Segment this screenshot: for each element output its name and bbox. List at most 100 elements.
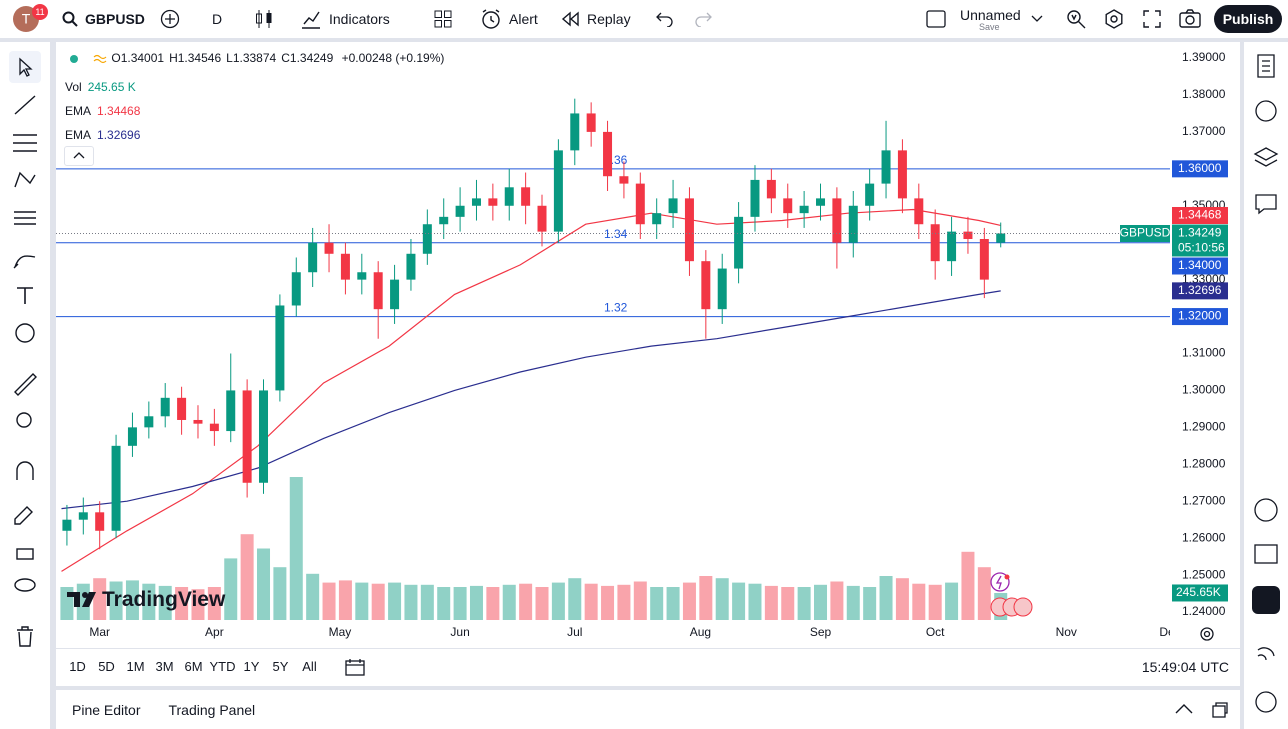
candle-body xyxy=(603,131,613,177)
icon-tool[interactable] xyxy=(15,323,35,343)
maximize-icon[interactable] xyxy=(1211,701,1229,719)
volume-bar xyxy=(895,578,909,620)
hotlist-icon[interactable] xyxy=(1254,498,1278,522)
y-tick-label: 1.31000 xyxy=(1182,346,1226,360)
publish-button[interactable]: Publish xyxy=(1214,5,1282,33)
visibility-tool[interactable] xyxy=(14,578,36,592)
indicators-button[interactable]: Indicators xyxy=(329,11,390,27)
bottom-tab[interactable]: Pine Editor xyxy=(72,702,141,718)
quick-search-icon[interactable] xyxy=(1066,9,1086,29)
delete-tool[interactable] xyxy=(17,626,33,647)
indicator-legend: Vol 245.65 K EMA 1.34468 EMA 1.32696 xyxy=(65,75,140,147)
calendar-icon[interactable] xyxy=(1254,544,1278,564)
layout-menu-chevron[interactable] xyxy=(1031,14,1043,24)
candle-body xyxy=(259,390,269,483)
fib-tool[interactable] xyxy=(13,134,37,152)
symbol[interactable]: GBPUSD xyxy=(85,11,145,27)
price-badge-text: 1.34468 xyxy=(1178,208,1222,222)
clock[interactable]: 15:49:04 UTC xyxy=(1141,659,1229,675)
events-icons[interactable] xyxy=(986,569,1046,619)
range-button[interactable]: YTD xyxy=(209,659,236,674)
volume-bar xyxy=(191,589,205,620)
candle-body xyxy=(570,113,580,151)
volume-bar xyxy=(420,584,434,620)
range-button[interactable]: 3M xyxy=(155,659,174,674)
volume-bar xyxy=(175,587,189,620)
candle-body xyxy=(619,176,629,184)
forecast-tool[interactable] xyxy=(14,211,36,225)
replay-icon[interactable] xyxy=(561,11,579,27)
stream-icon[interactable] xyxy=(1257,647,1275,661)
settings-icon[interactable] xyxy=(1104,9,1124,29)
brush-tool[interactable] xyxy=(13,255,36,269)
range-button[interactable]: 1M xyxy=(126,659,145,674)
apps-icon[interactable] xyxy=(1252,586,1280,614)
indicators-icon[interactable] xyxy=(301,9,321,29)
volume-bar xyxy=(306,573,320,620)
alerts-icon[interactable] xyxy=(1255,100,1277,122)
range-button[interactable]: 6M xyxy=(184,659,203,674)
measure-tool[interactable] xyxy=(14,373,37,396)
alert-button[interactable]: Alert xyxy=(509,11,538,27)
alert-icon[interactable] xyxy=(480,8,502,30)
price-badge xyxy=(1172,282,1228,300)
candle-body xyxy=(537,205,547,232)
snapshot-icon[interactable] xyxy=(1179,9,1201,29)
x-tick-label: Oct xyxy=(926,625,945,639)
range-button[interactable]: 1Y xyxy=(243,659,260,674)
chart: 1.361.341.321.390001.380001.370001.35000… xyxy=(56,44,1240,648)
ema-line xyxy=(61,290,1001,510)
volume-bar xyxy=(535,587,549,620)
watchlist-icon[interactable] xyxy=(1257,54,1275,78)
ema-line xyxy=(61,208,1001,572)
range-bar-border xyxy=(56,648,1240,649)
volume-bar xyxy=(814,584,828,620)
text-tool[interactable] xyxy=(17,287,33,304)
pattern-tool[interactable] xyxy=(14,171,36,188)
magnet-tool[interactable] xyxy=(16,461,34,480)
chart-style-icon[interactable] xyxy=(255,9,273,29)
candle-body xyxy=(422,224,432,254)
zoom-tool[interactable] xyxy=(16,412,32,428)
chat-icon[interactable] xyxy=(1255,194,1277,215)
interval[interactable]: D xyxy=(212,11,223,27)
bottom-tab[interactable]: Trading Panel xyxy=(168,702,256,718)
range-button[interactable]: 1D xyxy=(69,659,86,674)
replay-button[interactable]: Replay xyxy=(587,11,631,27)
indicator-value: 1.34468 xyxy=(97,104,141,118)
candle-body xyxy=(701,261,711,310)
candle-body xyxy=(340,253,350,280)
lock-tool[interactable] xyxy=(16,548,34,560)
search-icon[interactable] xyxy=(62,11,78,27)
candle-body xyxy=(291,272,301,306)
undo-icon[interactable] xyxy=(656,11,674,27)
cursor-tool[interactable] xyxy=(19,57,33,77)
date-range-icon[interactable] xyxy=(345,658,365,676)
volume-bar xyxy=(519,583,533,620)
price-badge xyxy=(1172,308,1228,326)
collapse-legend[interactable] xyxy=(64,146,94,166)
avatar[interactable]: T 11 xyxy=(10,4,50,34)
range-button[interactable]: 5Y xyxy=(272,659,289,674)
volume-bar xyxy=(912,583,926,620)
redo-icon[interactable] xyxy=(694,11,712,27)
templates-icon[interactable] xyxy=(434,10,452,28)
fullscreen-icon[interactable] xyxy=(1143,10,1161,28)
expand-icon[interactable] xyxy=(1174,702,1194,716)
help-icon[interactable] xyxy=(1255,691,1277,713)
range-button[interactable]: 5D xyxy=(98,659,115,674)
axis-settings[interactable] xyxy=(1199,626,1215,642)
y-tick-label: 1.26000 xyxy=(1182,530,1226,544)
stay-drawing-tool[interactable] xyxy=(14,506,33,525)
layout-name[interactable]: Unnamed xyxy=(960,7,1021,23)
range-button[interactable]: All xyxy=(302,659,317,674)
layout-icon[interactable] xyxy=(926,10,946,28)
compare-icon[interactable] xyxy=(160,9,180,29)
y-tick-label: 1.38000 xyxy=(1182,87,1226,101)
layers-icon[interactable] xyxy=(1253,147,1279,167)
candle-body xyxy=(324,242,334,254)
volume-bar xyxy=(699,576,713,620)
trend-line-tool[interactable] xyxy=(14,95,36,115)
candle-body xyxy=(947,231,957,262)
